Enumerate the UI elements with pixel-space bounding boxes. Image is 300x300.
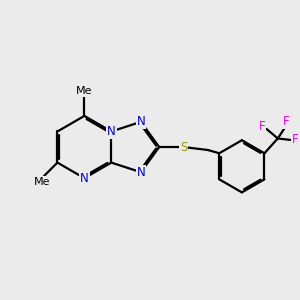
Text: N: N bbox=[136, 166, 145, 179]
Text: S: S bbox=[180, 140, 187, 154]
Text: N: N bbox=[136, 116, 145, 128]
Text: N: N bbox=[107, 125, 116, 138]
Text: Me: Me bbox=[34, 177, 51, 187]
Text: F: F bbox=[259, 120, 266, 133]
Text: F: F bbox=[292, 134, 299, 146]
Text: Me: Me bbox=[76, 86, 93, 96]
Text: N: N bbox=[80, 172, 89, 185]
Text: F: F bbox=[283, 115, 289, 128]
